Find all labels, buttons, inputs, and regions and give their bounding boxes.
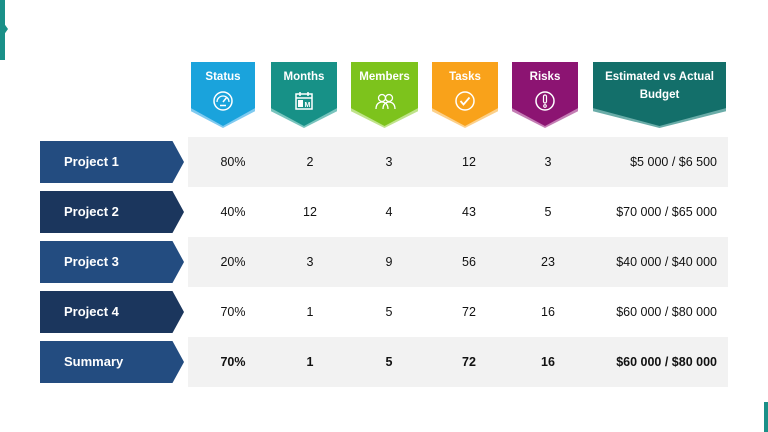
cell-tasks: 72 xyxy=(462,305,476,319)
checkmark-circle-icon xyxy=(455,91,475,111)
header-label: Status xyxy=(205,71,241,83)
cell-budget: $5 000 / $6 500 xyxy=(630,155,717,169)
cell-tasks: 56 xyxy=(462,255,476,269)
cell-risks: 16 xyxy=(541,305,555,319)
header-label: Risks xyxy=(529,71,561,83)
cell-tasks: 72 xyxy=(462,355,476,369)
header-label: Members xyxy=(359,71,410,83)
calendar-icon: M xyxy=(295,92,313,110)
cell-months: 12 xyxy=(303,205,317,219)
cell-members: 9 xyxy=(385,255,393,269)
row-label: Summary xyxy=(40,341,184,383)
cell-status: 40% xyxy=(220,205,246,219)
cell-status: 70% xyxy=(220,355,246,369)
column-header-estimated-vs-actual-budget: Estimated vs Actual Budget xyxy=(593,62,726,128)
column-header-status: Status xyxy=(191,62,255,128)
header-label: Tasks xyxy=(449,71,481,83)
cell-risks: 5 xyxy=(544,205,552,219)
row-label: Project 4 xyxy=(40,291,184,333)
cell-months: 1 xyxy=(306,355,314,369)
cell-budget: $70 000 / $65 000 xyxy=(616,205,717,219)
svg-text:M: M xyxy=(305,102,311,109)
cell-status: 20% xyxy=(220,255,246,269)
cell-budget: $60 000 / $80 000 xyxy=(616,305,717,319)
column-header-tasks: Tasks xyxy=(432,62,498,128)
column-header-risks: Risks xyxy=(512,62,578,128)
row-band xyxy=(188,137,728,187)
cell-members: 3 xyxy=(385,155,393,169)
header-label: Months xyxy=(283,71,325,83)
cell-members: 5 xyxy=(385,355,393,369)
column-header-members: Members xyxy=(351,62,418,128)
cell-tasks: 12 xyxy=(462,155,476,169)
cell-months: 1 xyxy=(306,305,314,319)
row-label: Project 3 xyxy=(40,241,184,283)
people-icon xyxy=(374,93,396,110)
column-header-months: Months M xyxy=(271,62,337,128)
row-band xyxy=(188,237,728,287)
cell-status: 70% xyxy=(220,305,246,319)
cell-budget: $60 000 / $80 000 xyxy=(616,355,717,369)
header-label: Estimated vs Actual Budget xyxy=(605,71,714,101)
gauge-icon xyxy=(213,91,233,111)
cell-months: 2 xyxy=(306,155,314,169)
cell-budget: $40 000 / $40 000 xyxy=(616,255,717,269)
cell-months: 3 xyxy=(306,255,314,269)
cell-tasks: 43 xyxy=(462,205,476,219)
cell-members: 4 xyxy=(385,205,393,219)
cell-risks: 3 xyxy=(544,155,552,169)
accent-bar-left xyxy=(0,0,8,60)
row-band xyxy=(188,337,728,387)
row-label: Project 1 xyxy=(40,141,184,183)
cell-status: 80% xyxy=(220,155,246,169)
cell-risks: 23 xyxy=(541,255,555,269)
accent-bar-right xyxy=(764,402,768,432)
row-label: Project 2 xyxy=(40,191,184,233)
exclamation-circle-icon xyxy=(535,91,555,111)
cell-risks: 16 xyxy=(541,355,555,369)
cell-members: 5 xyxy=(385,305,393,319)
